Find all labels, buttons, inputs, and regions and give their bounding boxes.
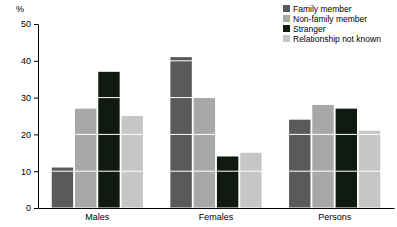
y-tick-mark xyxy=(34,98,38,99)
legend-swatch xyxy=(283,35,290,42)
bar xyxy=(336,109,357,208)
chart: 0 10 20 30 40 50 Males Females Persons% Family me… xyxy=(0,0,397,227)
bar xyxy=(75,109,96,208)
bar xyxy=(217,156,238,208)
legend-label: Family member xyxy=(293,4,352,14)
x-axis: Males Females Persons xyxy=(39,208,395,222)
x-tick-label: Males xyxy=(85,212,110,222)
y-axis: 0 10 20 30 40 50 xyxy=(21,19,39,213)
legend-label: Non-family member xyxy=(293,14,367,24)
y-tick: 30 xyxy=(21,93,38,103)
bar xyxy=(289,120,310,208)
legend-label: Relationship not known xyxy=(293,34,381,44)
grid-line xyxy=(38,134,394,135)
x-tick: Males xyxy=(85,208,110,222)
bar xyxy=(359,131,380,208)
legend-swatch xyxy=(283,15,290,22)
grid-line xyxy=(38,171,394,172)
y-tick-mark xyxy=(34,134,38,135)
x-tick-label: Females xyxy=(199,212,234,222)
x-axis-line xyxy=(39,208,395,209)
y-tick: 50 xyxy=(21,19,38,29)
bar xyxy=(52,168,73,208)
x-tick-label: Persons xyxy=(318,212,352,222)
y-label: % xyxy=(16,4,24,14)
y-tick-mark xyxy=(34,24,38,25)
y-tick-label: 40 xyxy=(21,56,31,66)
grid-line xyxy=(38,97,394,98)
legend-item: Non-family member xyxy=(283,14,367,24)
legend-item: Relationship not known xyxy=(283,34,381,44)
y-tick: 40 xyxy=(21,56,38,66)
y-tick: 10 xyxy=(21,167,38,177)
x-tick: Females xyxy=(199,208,234,222)
legend-item: Stranger xyxy=(283,24,326,34)
grid xyxy=(38,24,394,208)
y-tick-label: 20 xyxy=(21,130,31,140)
legend-item: Family member xyxy=(283,4,352,14)
legend-swatch xyxy=(283,5,290,12)
legend-swatch xyxy=(283,25,290,32)
y-tick-label: 10 xyxy=(21,167,31,177)
grid-line xyxy=(38,208,394,209)
y-tick-mark xyxy=(34,171,38,172)
bar xyxy=(312,105,333,208)
grid-line xyxy=(38,60,394,61)
bar xyxy=(240,153,261,208)
y-axis-line xyxy=(38,25,39,209)
plot: 0 10 20 30 40 50 Males Females Persons xyxy=(21,19,395,222)
y-tick-label: 0 xyxy=(26,203,31,213)
bar xyxy=(170,57,191,208)
y-tick: 0 xyxy=(26,203,38,213)
bar xyxy=(98,72,119,208)
y-tick-mark xyxy=(34,208,38,209)
y-tick-label: 50 xyxy=(21,19,31,29)
y-tick-mark xyxy=(34,61,38,62)
bar xyxy=(194,98,215,208)
x-tick: Persons xyxy=(318,208,352,222)
bars xyxy=(52,57,381,208)
legend: Family memberNon-family memberStrangerRe… xyxy=(283,4,381,44)
y-tick-label: 30 xyxy=(21,93,31,103)
y-tick: 20 xyxy=(21,130,38,140)
bar xyxy=(122,116,143,208)
legend-label: Stranger xyxy=(293,24,326,34)
